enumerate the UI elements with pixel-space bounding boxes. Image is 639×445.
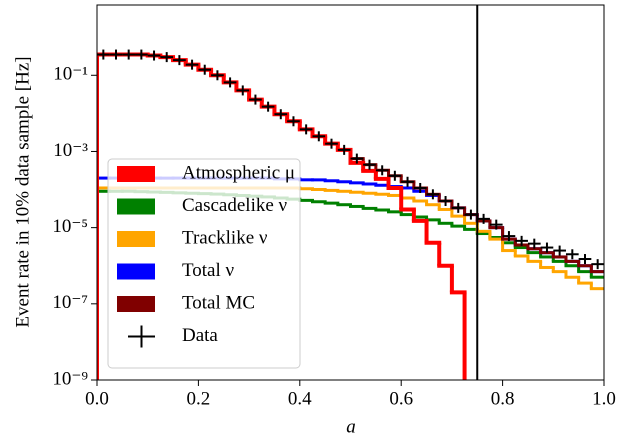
data-point <box>363 159 376 170</box>
x-tick-label: 0.4 <box>288 388 312 409</box>
data-point <box>261 101 275 112</box>
data-point <box>223 77 237 88</box>
data-point <box>553 245 566 256</box>
legend-label: Tracklike ν <box>182 227 268 248</box>
legend: Atmospheric μ Cascadelike ν Tracklike ν Tot… <box>107 158 301 369</box>
data-point <box>325 138 338 149</box>
legend-swatch <box>117 198 155 215</box>
data-point <box>97 49 110 60</box>
y-tick-label: 10⁻¹ <box>53 64 88 85</box>
data-point <box>299 124 313 135</box>
legend-label: Total MC <box>182 292 255 313</box>
y-tick-label: 10⁻³ <box>53 140 88 161</box>
data-point <box>236 85 250 96</box>
data-point <box>477 213 490 224</box>
data-point <box>515 235 528 246</box>
data-point <box>388 170 402 181</box>
data-point <box>287 116 300 127</box>
plot-frame <box>96 4 605 381</box>
legend-swatch <box>117 263 155 280</box>
data-point <box>160 52 174 63</box>
data-point <box>502 231 516 242</box>
data-point <box>375 165 389 176</box>
legend-label: Total ν <box>182 260 235 281</box>
data-point <box>249 94 262 105</box>
data-point <box>350 153 364 164</box>
x-tick-label: 0.2 <box>187 388 211 409</box>
data-point <box>312 131 326 142</box>
legend-swatch <box>117 166 155 182</box>
data-point <box>489 219 503 230</box>
x-tick-label: 0.6 <box>389 388 413 409</box>
x-axis-label: a <box>346 416 356 437</box>
y-tick-label: 10⁻⁵ <box>52 216 88 237</box>
data-point <box>109 49 123 60</box>
data-point <box>198 64 212 75</box>
y-axis-label: Event rate in 10% data sample [Hz] <box>12 56 33 327</box>
data-point <box>173 55 186 66</box>
data-point <box>591 259 604 270</box>
data-point <box>122 49 136 60</box>
data-point <box>451 202 465 213</box>
data-point <box>337 144 351 155</box>
legend-swatch <box>117 231 155 247</box>
data-point <box>147 50 161 61</box>
legend-swatch <box>117 296 155 312</box>
data-point <box>211 70 224 81</box>
data-point <box>426 189 440 200</box>
data-point <box>578 254 592 265</box>
data-point <box>439 196 452 207</box>
x-tick-label: 1.0 <box>592 388 616 409</box>
legend-box <box>107 158 301 369</box>
data-point <box>413 182 427 193</box>
x-tick-label: 0.0 <box>85 388 109 409</box>
y-tick-label: 10⁻⁹ <box>52 368 88 389</box>
data-point <box>401 176 414 187</box>
data-point <box>527 238 541 249</box>
legend-label: Cascadelike ν <box>182 195 288 216</box>
data-point <box>464 209 478 220</box>
legend-label: Data <box>182 325 218 346</box>
data-point <box>185 59 199 70</box>
data-point <box>540 242 554 253</box>
data-point <box>135 49 148 60</box>
x-tick-label: 0.8 <box>491 388 515 409</box>
y-tick-label: 10⁻⁷ <box>52 292 88 313</box>
data-point <box>274 109 288 120</box>
data-point <box>565 249 579 260</box>
legend-label: Atmospheric μ <box>182 162 295 183</box>
